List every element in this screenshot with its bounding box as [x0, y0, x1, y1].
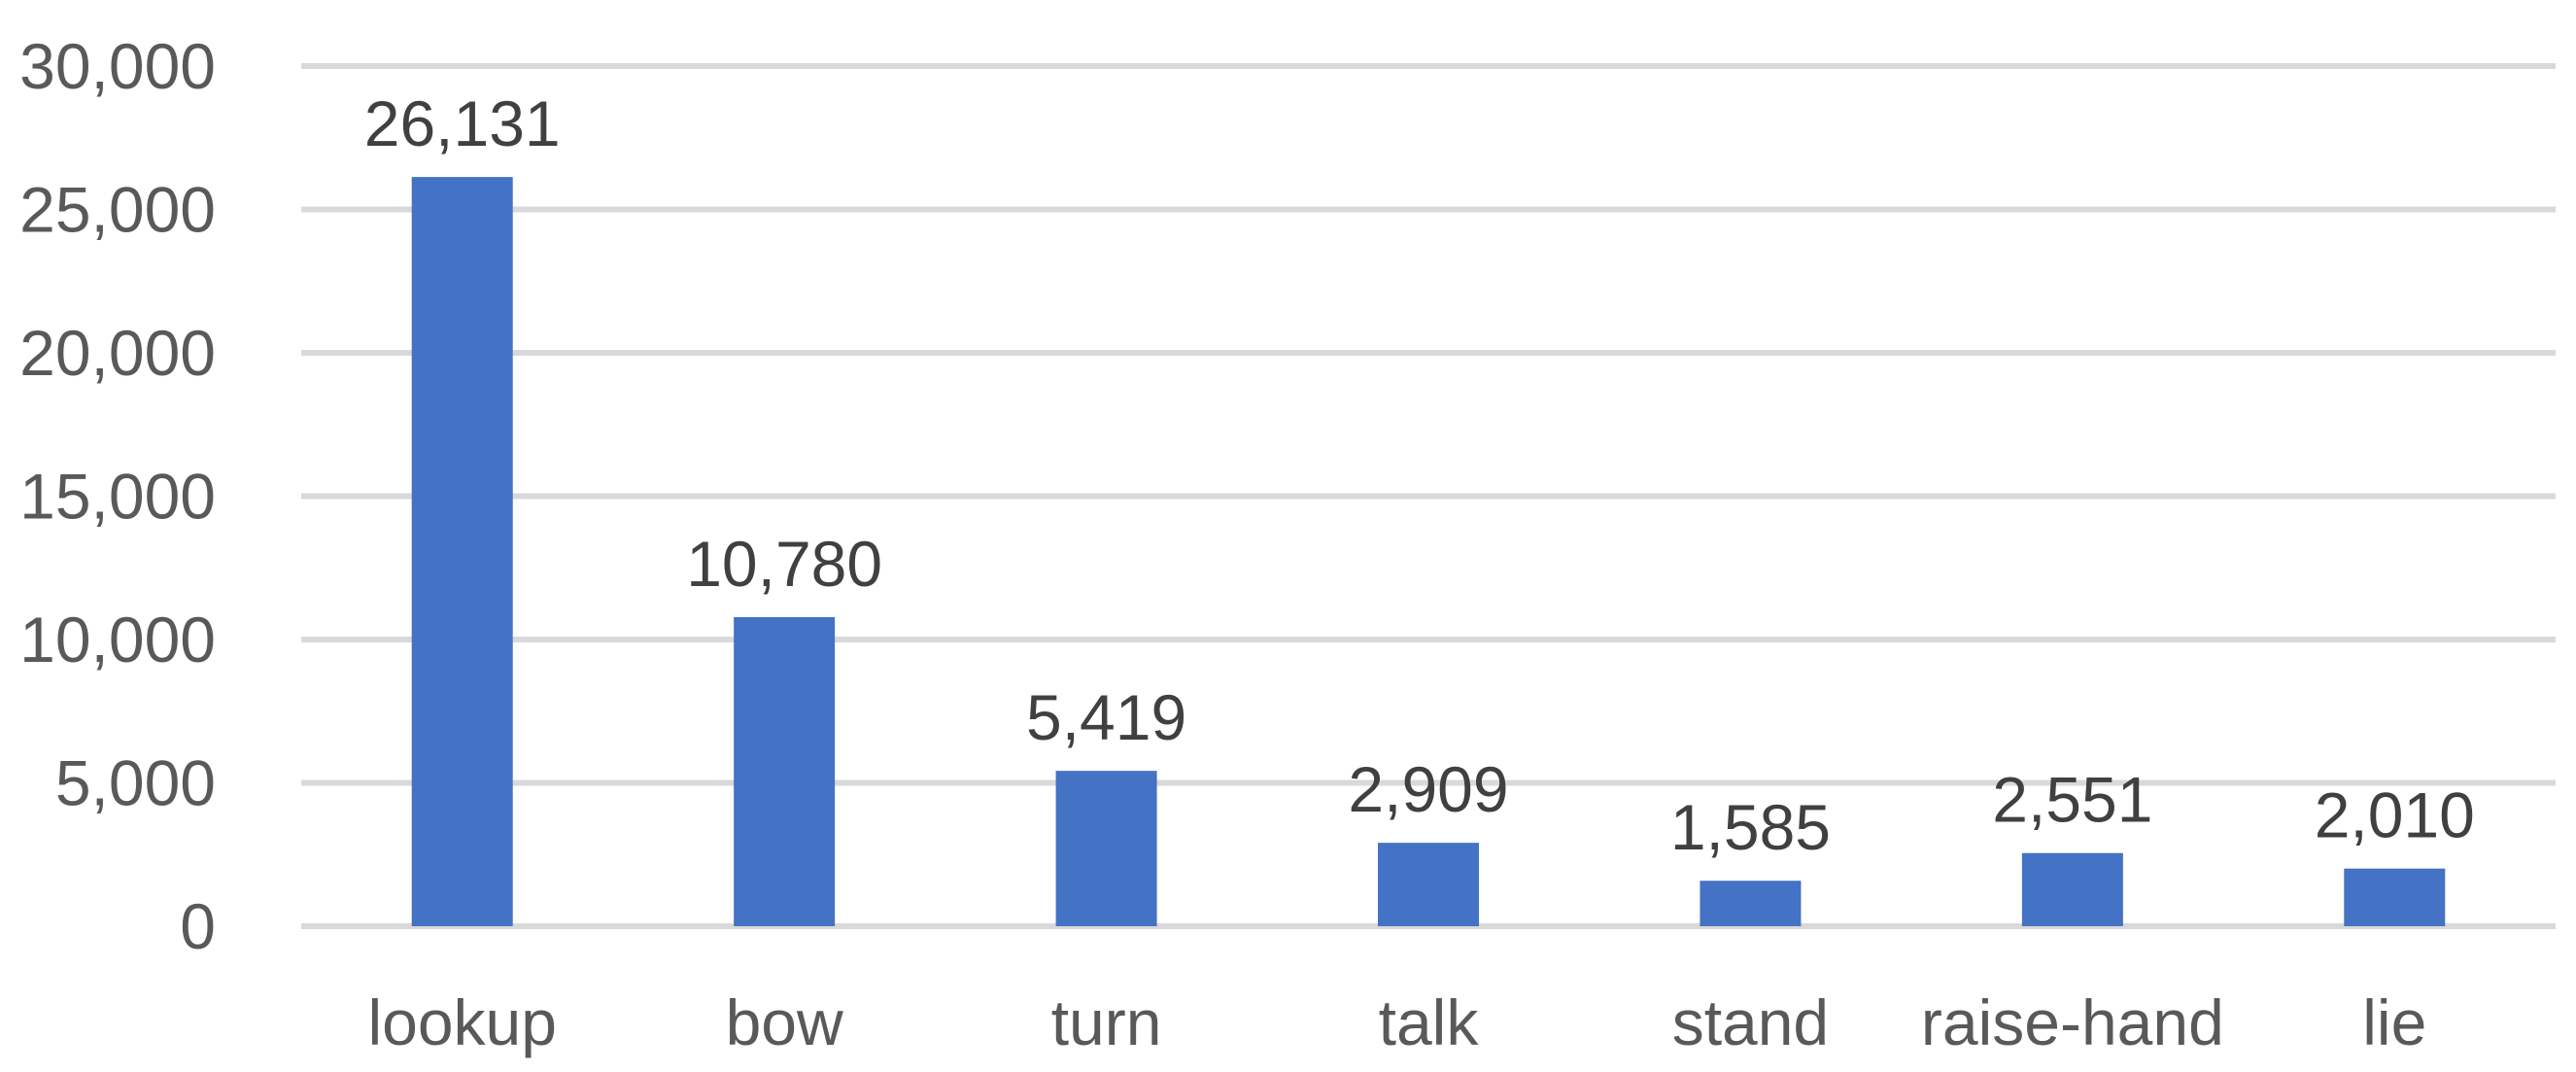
x-tick-label-turn: turn — [1051, 986, 1162, 1058]
x-tick-label-stand: stand — [1672, 986, 1829, 1058]
data-label-bow: 10,780 — [686, 528, 882, 600]
x-tick-label-lie: lie — [2362, 986, 2426, 1058]
data-label-turn: 5,419 — [1026, 681, 1186, 753]
y-tick-label: 0 — [180, 890, 216, 962]
x-tick-label-bow: bow — [726, 986, 843, 1058]
x-tick-label-raise-hand: raise-hand — [1921, 986, 2224, 1058]
data-label-talk: 2,909 — [1348, 753, 1508, 825]
y-tick-label: 10,000 — [19, 604, 216, 675]
x-tick-label-talk: talk — [1379, 986, 1480, 1058]
bar-turn — [1055, 771, 1157, 926]
bar-lie — [2344, 868, 2446, 926]
y-tick-label: 5,000 — [55, 747, 216, 819]
bars — [411, 177, 2446, 926]
data-labels: 26,131 10,780 5,419 2,909 1,585 2,551 2,010 — [364, 87, 2475, 863]
bar-stand — [1700, 881, 1802, 926]
bar-bow — [734, 616, 836, 926]
bar-lookup — [411, 177, 513, 926]
x-axis-tick-labels: lookup bow turn talk stand raise-hand lie — [367, 986, 2426, 1058]
data-label-raise-hand: 2,551 — [1992, 764, 2152, 836]
data-label-lookup: 26,131 — [364, 87, 561, 159]
data-label-stand: 1,585 — [1670, 791, 1831, 863]
y-tick-label: 30,000 — [19, 30, 216, 102]
gridlines — [301, 63, 2556, 929]
y-tick-label: 20,000 — [19, 317, 216, 389]
y-tick-label: 15,000 — [19, 461, 216, 533]
y-tick-label: 25,000 — [19, 174, 216, 246]
y-axis-tick-labels: 0 5,000 10,000 15,000 20,000 25,000 30,000 — [19, 30, 216, 962]
bar-raise-hand — [2021, 852, 2123, 926]
bar-talk — [1378, 843, 1479, 926]
x-tick-label-lookup: lookup — [367, 986, 557, 1058]
data-label-lie: 2,010 — [2315, 779, 2475, 851]
